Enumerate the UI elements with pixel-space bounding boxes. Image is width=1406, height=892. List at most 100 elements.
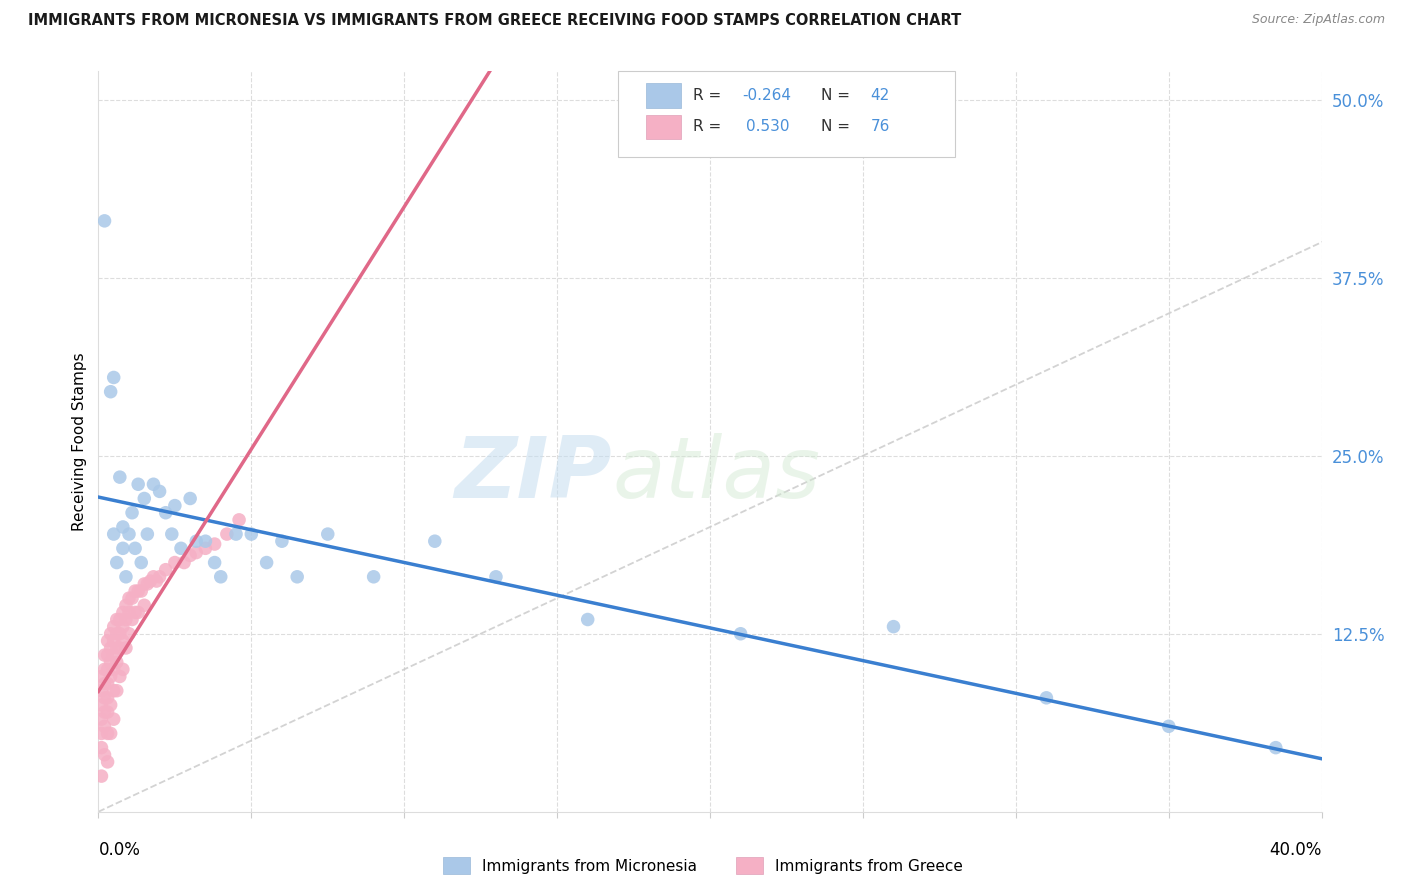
Point: [316, 527, 339, 541]
Point: [100, 626, 122, 640]
Text: 76: 76: [870, 120, 890, 135]
Point: [97, 662, 120, 676]
Point: [115, 599, 138, 613]
Point: [115, 570, 138, 584]
Text: N =: N =: [821, 87, 855, 103]
Text: R =: R =: [693, 120, 725, 135]
Text: 0.530: 0.530: [745, 120, 789, 135]
Text: IMMIGRANTS FROM MICRONESIA VS IMMIGRANTS FROM GREECE RECEIVING FOOD STAMPS CORRE: IMMIGRANTS FROM MICRONESIA VS IMMIGRANTS…: [28, 13, 962, 29]
Legend: Immigrants from Micronesia, Immigrants from Greece: Immigrants from Micronesia, Immigrants f…: [437, 851, 969, 880]
Text: 40.0%: 40.0%: [1270, 841, 1322, 859]
Point: [108, 640, 131, 655]
Point: [134, 491, 156, 506]
Point: [730, 626, 752, 640]
Point: [124, 606, 146, 620]
Point: [111, 633, 134, 648]
Text: R =: R =: [693, 87, 725, 103]
Point: [173, 556, 195, 570]
Point: [93, 648, 115, 662]
Point: [93, 705, 115, 719]
Point: [103, 712, 125, 726]
Point: [139, 574, 162, 588]
Point: [90, 683, 112, 698]
Point: [105, 640, 128, 655]
Point: [118, 527, 141, 541]
Point: [285, 570, 308, 584]
Point: [225, 527, 247, 541]
Point: [105, 626, 128, 640]
Point: [142, 477, 165, 491]
Point: [179, 491, 201, 506]
Point: [179, 549, 201, 563]
Point: [186, 546, 208, 560]
Point: [149, 570, 172, 584]
Point: [127, 584, 149, 599]
Point: [115, 640, 138, 655]
Point: [149, 484, 172, 499]
Point: [194, 541, 217, 556]
Point: [186, 534, 208, 549]
Point: [118, 606, 141, 620]
Point: [270, 534, 292, 549]
Point: [209, 570, 232, 584]
Point: [111, 619, 134, 633]
Point: [90, 698, 112, 712]
FancyBboxPatch shape: [647, 115, 681, 139]
Point: [121, 591, 143, 606]
Point: [105, 613, 128, 627]
Point: [97, 755, 120, 769]
Text: ZIP: ZIP: [454, 434, 612, 516]
Point: [127, 477, 149, 491]
Point: [93, 676, 115, 690]
Point: [103, 662, 125, 676]
Point: [108, 669, 131, 683]
Point: [103, 633, 125, 648]
Text: 42: 42: [870, 87, 890, 103]
Point: [121, 613, 143, 627]
Point: [134, 599, 156, 613]
Point: [108, 613, 131, 627]
Point: [124, 584, 146, 599]
Point: [103, 648, 125, 662]
Point: [105, 556, 128, 570]
Point: [160, 527, 183, 541]
Point: [108, 626, 131, 640]
Point: [163, 499, 186, 513]
Point: [204, 556, 226, 570]
Point: [127, 606, 149, 620]
Point: [118, 626, 141, 640]
Point: [97, 726, 120, 740]
Point: [363, 570, 385, 584]
Point: [215, 527, 238, 541]
Point: [97, 705, 120, 719]
Point: [170, 541, 193, 556]
Point: [100, 726, 122, 740]
Point: [100, 698, 122, 712]
Point: [256, 556, 278, 570]
Point: [163, 556, 186, 570]
Text: atlas: atlas: [612, 434, 820, 516]
Point: [142, 570, 165, 584]
Text: 0.0%: 0.0%: [98, 841, 141, 859]
FancyBboxPatch shape: [647, 83, 681, 108]
Point: [115, 613, 138, 627]
Point: [90, 726, 112, 740]
Point: [97, 690, 120, 705]
Point: [90, 669, 112, 683]
Point: [204, 537, 226, 551]
Point: [97, 648, 120, 662]
Point: [118, 591, 141, 606]
Point: [90, 740, 112, 755]
Point: [124, 541, 146, 556]
Point: [90, 712, 112, 726]
Point: [97, 676, 120, 690]
Point: [129, 584, 152, 599]
Point: [155, 563, 177, 577]
Point: [103, 527, 125, 541]
Point: [103, 619, 125, 633]
Point: [93, 214, 115, 228]
Point: [90, 769, 112, 783]
Text: N =: N =: [821, 120, 855, 135]
Point: [105, 655, 128, 669]
FancyBboxPatch shape: [619, 71, 955, 156]
